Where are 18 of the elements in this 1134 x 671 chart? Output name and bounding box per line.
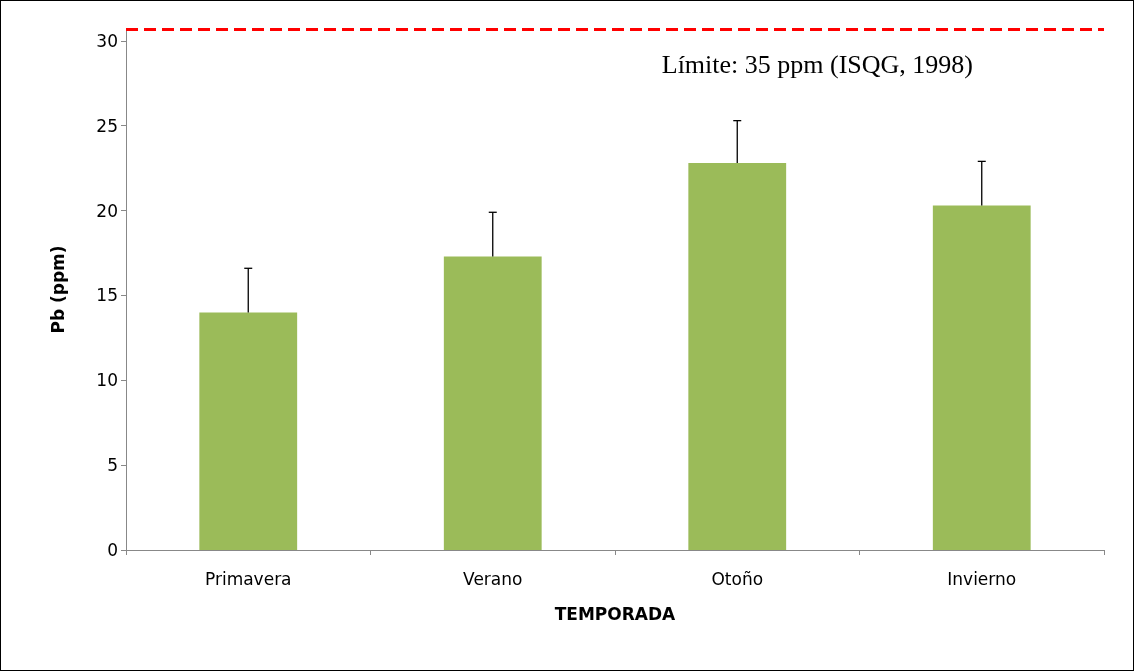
y-tick-label: 15	[96, 285, 118, 306]
bar	[932, 205, 1031, 550]
y-tick-label: 30	[96, 30, 118, 51]
annotation: Límite: 35 ppm (ISQG, 1998)	[661, 49, 974, 79]
y-tick-label: 25	[96, 115, 118, 136]
x-tick-label: Invierno	[947, 568, 1017, 589]
x-tick-label: Verano	[463, 568, 523, 589]
y-tick-label: 0	[107, 540, 118, 560]
bar	[443, 256, 542, 550]
x-tick-label: Primavera	[204, 568, 292, 589]
y-tick-label: 10	[96, 370, 118, 391]
y-tick-label: 20	[96, 200, 118, 221]
bar	[199, 312, 298, 550]
y-axis-title: Pb (ppm)	[47, 245, 68, 334]
y-tick-label: 5	[107, 455, 118, 476]
x-tick-label: Otoño	[711, 568, 764, 589]
x-axis-title: TEMPORADA	[554, 603, 677, 624]
bar	[688, 163, 787, 550]
